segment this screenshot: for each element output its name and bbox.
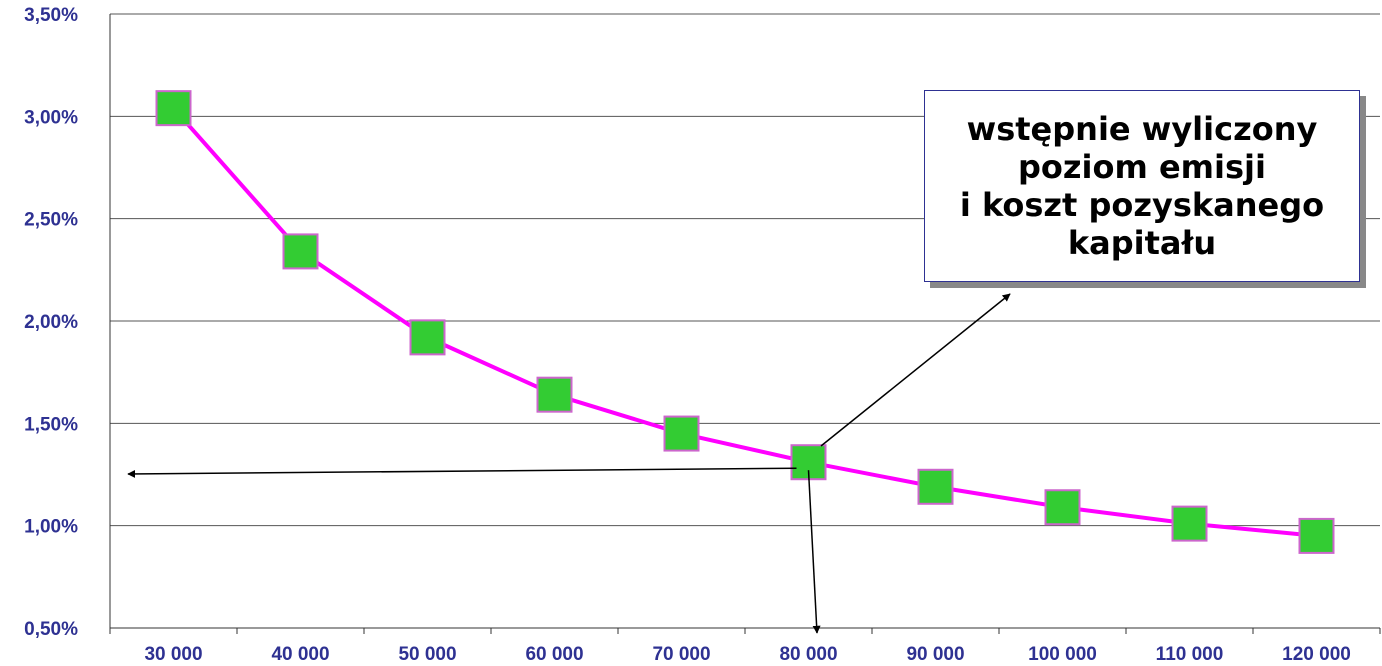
x-tick-label: 90 000 (906, 644, 964, 665)
data-point (917, 468, 954, 505)
x-tick-label: 70 000 (652, 644, 710, 665)
x-tick-label: 30 000 (144, 644, 202, 665)
data-point (663, 415, 700, 452)
y-axis-tick-labels: 3,50% 3,00% 2,50% 2,00% 1,50% 1,00% 0,50% (24, 5, 78, 640)
data-point (1044, 489, 1081, 526)
x-tick-label: 120 000 (1282, 644, 1351, 665)
y-tick-label: 2,00% (24, 312, 78, 333)
y-tick-label: 3,00% (24, 107, 78, 128)
annotation-text: wstępnie wyliczony poziom emisji i koszt… (959, 110, 1325, 262)
y-tick-label: 1,50% (24, 414, 78, 435)
y-tick-label: 0,50% (24, 619, 78, 640)
x-tick-label: 80 000 (779, 644, 837, 665)
series-line (172, 106, 1317, 538)
annotation-arrows (127, 293, 1011, 634)
series-line-path (172, 106, 1317, 538)
data-point (536, 376, 573, 413)
series-markers (155, 90, 1335, 554)
data-point (409, 319, 446, 356)
data-point (282, 233, 319, 270)
data-point (1298, 517, 1335, 554)
y-tick-label: 3,50% (24, 5, 78, 26)
arrow-to-y-axis (127, 467, 797, 478)
x-tick-label: 60 000 (525, 644, 583, 665)
data-point (1171, 505, 1208, 542)
x-tick-label: 40 000 (271, 644, 329, 665)
x-axis-tick-labels: 30 000 40 000 50 000 60 000 70 000 80 000 90 0… (144, 644, 1350, 665)
x-tick-label: 50 000 (398, 644, 456, 665)
y-tick-label: 1,00% (24, 517, 78, 538)
data-point (155, 90, 192, 127)
annotation-callout: wstępnie wyliczony poziom emisji i koszt… (924, 90, 1360, 282)
y-tick-label: 2,50% (24, 210, 78, 231)
arrow-to-x-axis (807, 470, 821, 634)
axes (109, 14, 1381, 634)
arrow-to-callout (820, 293, 1011, 447)
gridlines (110, 13, 1380, 527)
x-tick-label: 110 000 (1156, 644, 1224, 665)
x-tick-label: 100 000 (1028, 644, 1097, 665)
